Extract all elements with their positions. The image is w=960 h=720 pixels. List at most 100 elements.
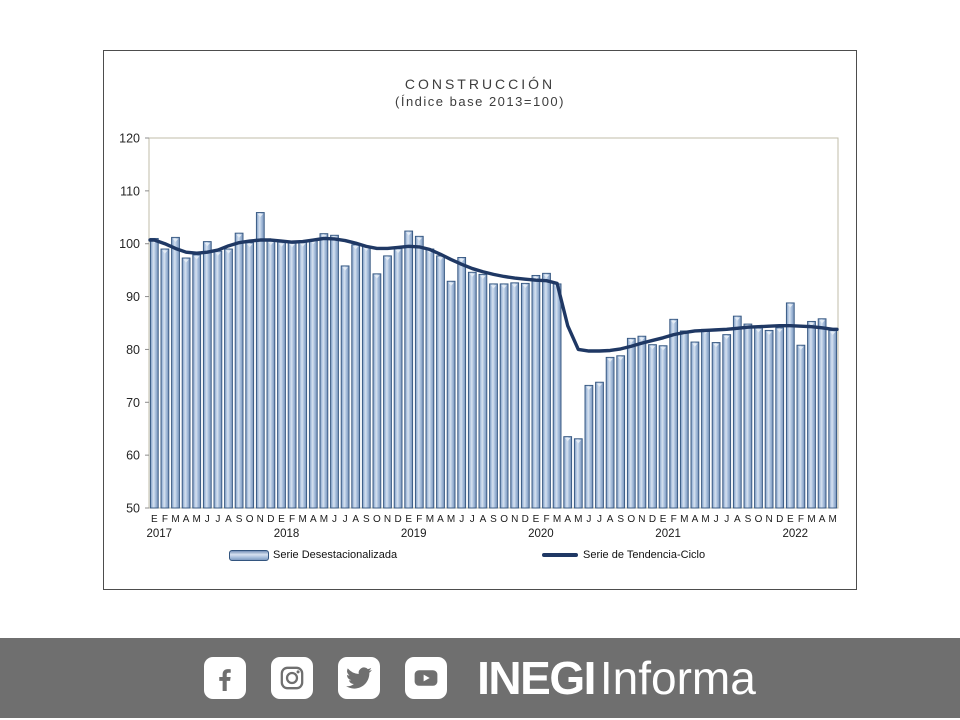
bar-cap — [787, 304, 793, 308]
youtube-glyph — [414, 670, 438, 686]
bar — [266, 240, 276, 509]
bar-cap — [819, 320, 825, 324]
bar — [573, 438, 583, 509]
y-tick-label: 100 — [119, 237, 140, 251]
bar — [213, 250, 223, 509]
x-tick-label: J — [459, 514, 464, 525]
x-tick-label: S — [490, 514, 497, 525]
trend-line — [148, 236, 839, 353]
social-icons-row — [204, 657, 448, 699]
bar-cap — [777, 329, 783, 333]
x-tick-label: A — [564, 514, 571, 525]
x-tick-label: S — [745, 514, 752, 525]
x-tick-label: N — [257, 514, 264, 525]
bar — [330, 234, 339, 509]
x-tick-label: D — [267, 514, 274, 525]
bar — [796, 344, 806, 509]
bar — [563, 436, 573, 509]
x-tick-label: O — [500, 514, 508, 525]
bar-cap — [225, 250, 232, 254]
bar-cap — [671, 320, 677, 324]
bar — [446, 280, 456, 509]
bar — [722, 334, 732, 509]
bar-cap — [755, 329, 762, 333]
bar — [552, 283, 562, 509]
bar — [478, 273, 488, 509]
x-tick-label: S — [363, 514, 370, 525]
y-tick-label: 70 — [126, 396, 140, 410]
x-tick-label: E — [405, 514, 412, 525]
chart-title: CONSTRUCCIÓN — [404, 76, 556, 92]
bar-cap — [713, 343, 719, 348]
x-tick-label: M — [299, 514, 307, 525]
bar — [393, 248, 403, 509]
legend-label-deseasonalized: Serie Desestacionalizada — [273, 549, 398, 561]
x-tick-label: F — [416, 514, 422, 525]
bar — [319, 233, 329, 509]
bar-cap — [204, 243, 210, 247]
bar — [764, 329, 774, 509]
x-tick-label: M — [171, 514, 179, 525]
x-tick-label: O — [373, 514, 381, 525]
facebook-icon[interactable] — [204, 657, 247, 699]
bar — [287, 242, 297, 509]
instagram-glyph — [280, 666, 304, 690]
x-tick-label: J — [586, 514, 591, 525]
x-tick-label: D — [776, 514, 783, 525]
bar-cap — [692, 343, 698, 347]
x-tick-label: F — [162, 514, 168, 525]
x-tick-label: A — [692, 514, 699, 525]
x-tick-label: F — [798, 514, 804, 525]
bar-cap — [459, 258, 465, 263]
youtube-icon[interactable] — [405, 657, 448, 699]
x-tick-label: M — [447, 514, 455, 525]
bar-cap — [321, 235, 327, 239]
bar — [245, 242, 255, 509]
bar — [414, 235, 424, 509]
bar — [340, 265, 350, 509]
bar-cap — [734, 317, 740, 321]
x-tick-label: M — [701, 514, 709, 525]
twitter-icon[interactable] — [338, 657, 381, 699]
bar-cap — [766, 331, 772, 335]
x-tick-label: F — [543, 514, 549, 525]
bar — [711, 342, 721, 509]
bar-cap — [649, 346, 656, 350]
year-label: 2017 — [147, 528, 173, 540]
x-tick-label: S — [617, 514, 624, 525]
bar-cap — [363, 247, 369, 251]
bar-cap — [395, 249, 401, 254]
bar — [224, 248, 233, 509]
x-tick-label: N — [765, 514, 772, 525]
bar — [457, 257, 467, 509]
x-tick-label: M — [574, 514, 582, 525]
instagram-icon[interactable] — [271, 657, 314, 699]
bar — [679, 330, 689, 509]
bar-cap — [565, 438, 571, 442]
x-tick-label: M — [426, 514, 434, 525]
y-tick-label: 90 — [126, 290, 140, 304]
bar-cap — [194, 256, 200, 260]
bar — [149, 237, 159, 509]
x-tick-label: J — [724, 514, 729, 525]
bar-cap — [215, 252, 221, 256]
bar — [181, 257, 191, 509]
bar — [701, 328, 710, 509]
line-series-swatch-icon — [542, 553, 578, 557]
bar — [436, 255, 445, 509]
year-label: 2021 — [655, 528, 681, 540]
x-tick-label: J — [215, 514, 220, 525]
bar-cap — [406, 232, 412, 236]
x-tick-label: E — [151, 514, 158, 525]
chart-title-block: CONSTRUCCIÓN (Índice base 2013=100) — [104, 76, 856, 109]
bar-cap — [257, 213, 263, 218]
bar-cap — [798, 346, 804, 350]
bar-cap — [374, 275, 380, 279]
bar-cap — [501, 285, 507, 289]
bar — [648, 344, 657, 509]
bar — [658, 345, 668, 509]
x-tick-label: A — [734, 514, 741, 525]
x-tick-label: A — [310, 514, 317, 525]
y-tick-label: 120 — [119, 132, 140, 146]
